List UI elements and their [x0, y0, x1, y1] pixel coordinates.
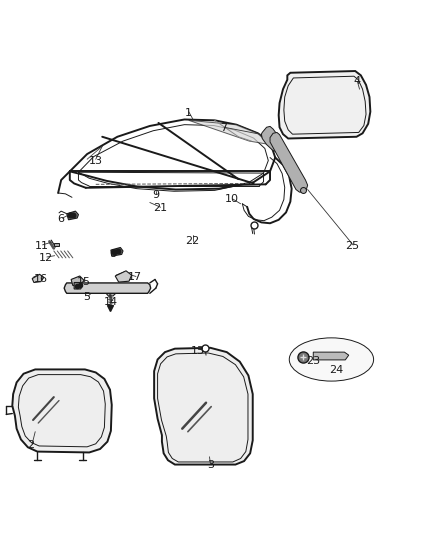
Polygon shape — [74, 282, 82, 289]
Polygon shape — [279, 71, 371, 139]
Text: 16: 16 — [34, 274, 48, 285]
Text: 7: 7 — [220, 123, 227, 133]
Polygon shape — [261, 126, 283, 152]
Text: 22: 22 — [185, 237, 199, 246]
Text: 17: 17 — [127, 272, 142, 282]
Text: 5: 5 — [84, 292, 91, 302]
Ellipse shape — [289, 338, 374, 381]
Text: 9: 9 — [153, 190, 160, 200]
Text: 3: 3 — [207, 459, 214, 470]
Polygon shape — [67, 211, 78, 220]
Text: 21: 21 — [154, 203, 168, 213]
Text: 6: 6 — [110, 248, 117, 259]
Text: 25: 25 — [345, 241, 359, 251]
Text: 14: 14 — [104, 297, 118, 307]
Text: 13: 13 — [89, 156, 103, 166]
Text: 23: 23 — [306, 356, 320, 366]
Text: 2: 2 — [27, 440, 35, 450]
Polygon shape — [313, 352, 349, 360]
Polygon shape — [106, 292, 115, 296]
Polygon shape — [71, 276, 84, 286]
Text: 13: 13 — [191, 346, 205, 356]
Polygon shape — [64, 283, 151, 293]
Polygon shape — [54, 243, 59, 246]
Polygon shape — [270, 132, 307, 192]
Text: 12: 12 — [39, 253, 53, 263]
Text: 1: 1 — [185, 108, 192, 118]
Text: 24: 24 — [328, 365, 343, 375]
Polygon shape — [189, 120, 270, 144]
Text: 4: 4 — [354, 76, 361, 86]
Polygon shape — [154, 348, 253, 465]
Text: 10: 10 — [225, 195, 239, 205]
Polygon shape — [115, 271, 132, 282]
Polygon shape — [111, 247, 123, 256]
Polygon shape — [12, 369, 112, 453]
Text: 11: 11 — [35, 241, 49, 251]
Text: 6: 6 — [58, 214, 65, 224]
Text: 15: 15 — [77, 277, 91, 287]
Polygon shape — [32, 274, 44, 282]
